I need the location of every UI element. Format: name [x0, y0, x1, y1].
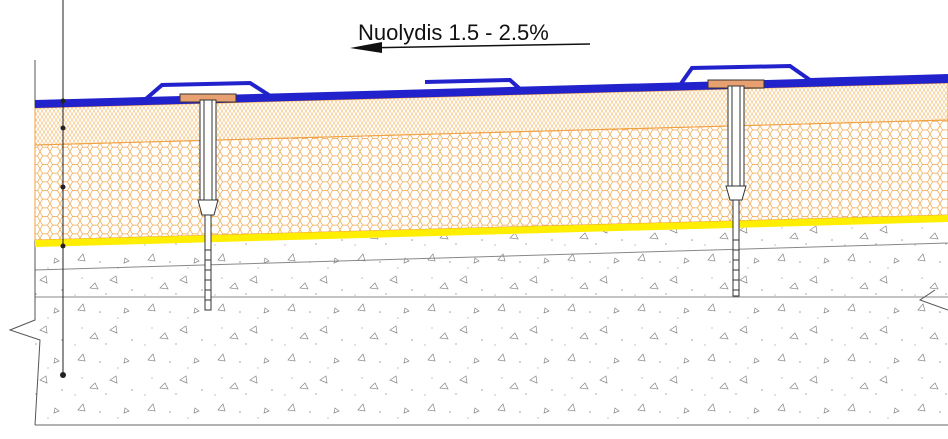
dimension-dot: [61, 99, 66, 104]
dimension-dot: [61, 185, 66, 190]
slope-label: Nuolydis 1.5 - 2.5%: [358, 20, 549, 45]
dimension-dot: [61, 126, 66, 131]
dimension-dot: [61, 244, 66, 249]
concrete: [35, 222, 948, 425]
roof-section: Nuolydis 1.5 - 2.5%: [0, 0, 948, 439]
dimension-dot: [60, 372, 66, 378]
